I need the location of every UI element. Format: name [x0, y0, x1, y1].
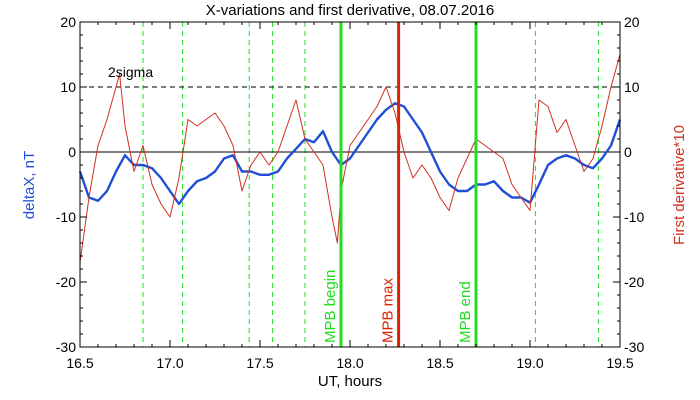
y-axis-label-right: First derivative*10 — [671, 125, 688, 245]
y-tick-label-right: 20 — [624, 14, 640, 30]
series-line-deltax — [78, 102, 622, 206]
y-tick-label-left: 0 — [68, 144, 76, 160]
y-tick-label-right: 0 — [624, 144, 632, 160]
x-tick-label: 18.0 — [336, 355, 363, 371]
axis-layer: 16.5 17.0 17.5 18.0 18.5 19.0 19.5-30 -30-20 -20… — [56, 14, 645, 371]
y-tick-label-left: -20 — [56, 274, 76, 290]
x-tick-label: 19.5 — [606, 355, 633, 371]
y-tick-label-right: -30 — [624, 339, 644, 355]
event-label: MPB end — [457, 281, 474, 343]
sigma-label: 2sigma — [108, 64, 153, 80]
y-axis-label-left: deltaX, nT — [21, 151, 38, 219]
grid-layer — [80, 22, 620, 347]
series-layer — [78, 54, 622, 263]
x-tick-label: 19.0 — [516, 355, 543, 371]
y-tick-label-right: -10 — [624, 209, 644, 225]
y-tick-label-right: 10 — [624, 79, 640, 95]
x-axis-label: UT, hours — [318, 373, 382, 390]
chart-title: X-variations and first derivative, 08.07… — [206, 2, 495, 19]
x-tick-label: 18.5 — [426, 355, 453, 371]
event-label: MPB max — [380, 277, 397, 343]
y-tick-label-left: -30 — [56, 339, 76, 355]
event-label: MPB begin — [322, 270, 339, 343]
event-layer: MPB begin MPB max MPB end — [322, 22, 478, 347]
x-tick-label: 16.5 — [66, 355, 93, 371]
y-tick-label-right: -20 — [624, 274, 644, 290]
x-tick-label: 17.0 — [156, 355, 183, 371]
x-tick-label: 17.5 — [246, 355, 273, 371]
y-tick-label-left: 10 — [60, 79, 76, 95]
y-tick-label-left: 20 — [60, 14, 76, 30]
y-tick-label-left: -10 — [56, 209, 76, 225]
